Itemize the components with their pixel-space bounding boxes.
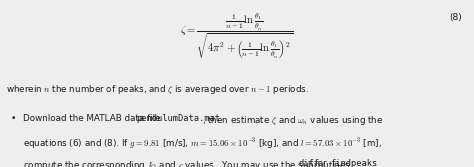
Text: (8): (8) [449,13,462,22]
Text: , then estimate $\zeta$ and $\omega_n$ values using the: , then estimate $\zeta$ and $\omega_n$ v… [201,114,383,127]
Text: Download the MATLAB data file: Download the MATLAB data file [23,114,163,123]
Text: equations (6) and (8). If $g = 9.81$ [m/s], $m = 15.06 \times 10^{-3}$ [kg], and: equations (6) and (8). If $g = 9.81$ [m/… [23,136,382,152]
Text: diff: diff [299,159,319,167]
Text: pendulumData.mat: pendulumData.mat [136,114,220,123]
Text: •: • [10,114,16,123]
Text: wherein $n$ the number of peaks, and $\zeta$ is averaged over $n-1$ periods.: wherein $n$ the number of peaks, and $\z… [6,84,309,97]
Text: compute the corresponding $I_O$ and $c$ values.  You may use the subroutines: compute the corresponding $I_O$ and $c$ … [23,159,351,167]
Text: or: or [315,159,329,167]
Text: findpeaks: findpeaks [330,159,377,167]
Text: $\zeta = \dfrac{\frac{1}{n-1}\ln\frac{\theta_1}{\theta_n}}{\sqrt{4\pi^2 + \left(: $\zeta = \dfrac{\frac{1}{n-1}\ln\frac{\t… [181,12,293,61]
